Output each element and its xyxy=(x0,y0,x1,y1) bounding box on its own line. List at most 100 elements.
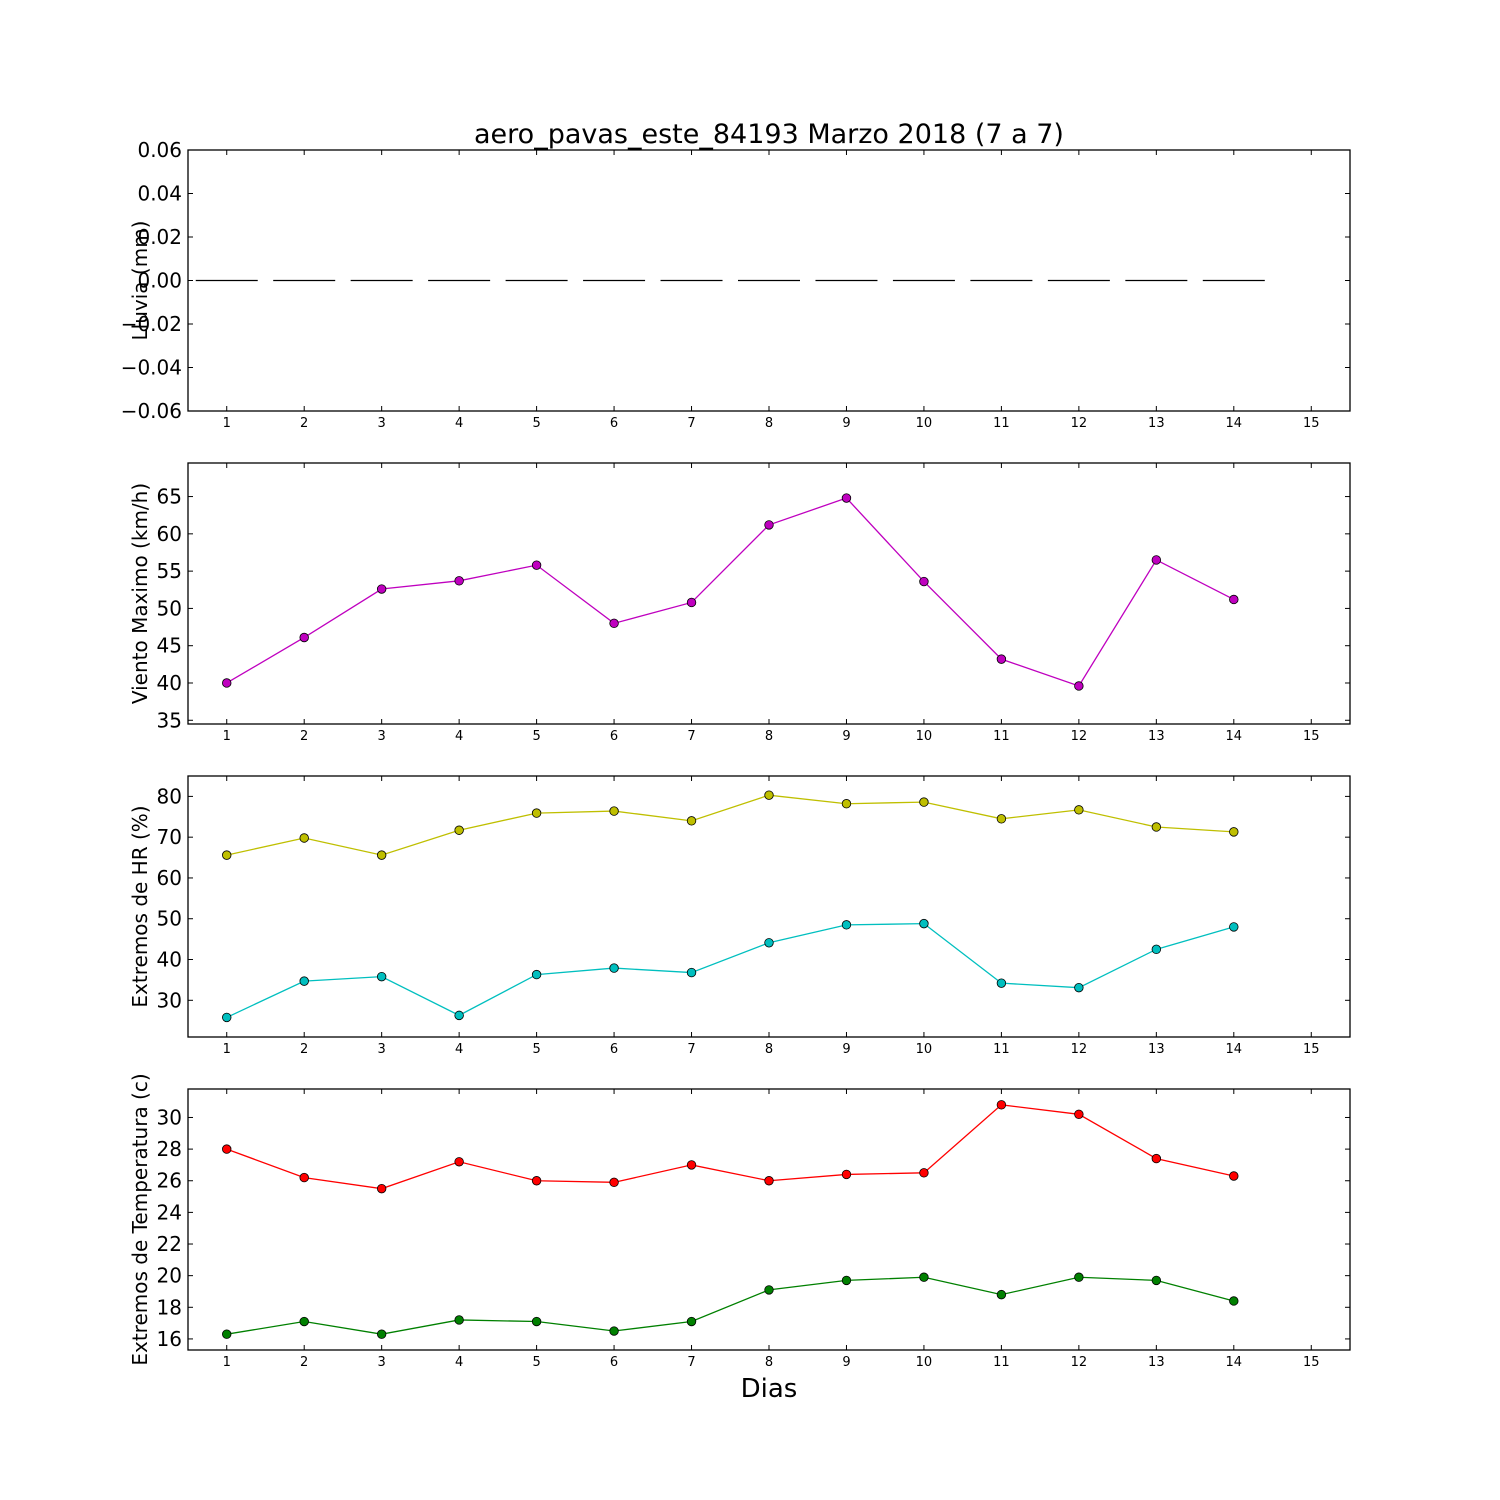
x-tick-label: 15 xyxy=(1303,729,1320,744)
y-tick-label: 60 xyxy=(157,522,182,546)
x-axis-label: Dias xyxy=(741,1374,798,1404)
data-point xyxy=(222,678,232,688)
x-tick-label: 4 xyxy=(455,1355,463,1370)
data-point xyxy=(841,1169,852,1180)
x-tick-label: 12 xyxy=(1071,1042,1088,1057)
data-point xyxy=(531,808,542,818)
data-point xyxy=(686,816,697,826)
data-point xyxy=(1151,1275,1162,1286)
data-point xyxy=(1074,681,1084,691)
x-tick-label: 14 xyxy=(1226,1042,1243,1057)
plot-frame-viento xyxy=(187,462,1351,725)
y-tick-label: 60 xyxy=(157,866,182,890)
y-tick-label: −0.06 xyxy=(121,399,182,423)
data-point xyxy=(764,520,774,530)
data-point xyxy=(764,1176,774,1186)
x-tick-label: 11 xyxy=(993,1355,1010,1370)
panel-lluvia: 1 2 3 4 5 6 7 8 9 10 11 12 13 14 150.060.040.020.00−0.… xyxy=(121,138,1351,431)
data-point xyxy=(841,799,852,809)
y-tick-label: 0.00 xyxy=(137,269,182,293)
data-point xyxy=(1074,805,1084,815)
y-tick-label: 70 xyxy=(157,825,182,849)
y-tick-label: 0.02 xyxy=(137,225,182,249)
data-point xyxy=(609,1177,619,1188)
data-point xyxy=(1074,1272,1084,1282)
x-tick-label: 8 xyxy=(765,416,773,431)
y-tick-label: 22 xyxy=(157,1232,182,1256)
data-point xyxy=(376,1183,387,1194)
y-tick-label: 50 xyxy=(157,907,182,931)
x-tick-label: 2 xyxy=(300,1042,308,1057)
data-point xyxy=(222,1329,232,1339)
data-point xyxy=(996,1100,1007,1110)
x-tick-label: 12 xyxy=(1071,416,1088,431)
data-point xyxy=(454,1010,464,1021)
x-tick-label: 10 xyxy=(916,1042,933,1057)
y-tick-label: 40 xyxy=(157,948,182,972)
y-tick-label: 65 xyxy=(157,485,182,509)
data-point xyxy=(531,1176,542,1186)
series-line-temp-1 xyxy=(226,1276,1234,1335)
data-point xyxy=(376,584,387,594)
data-point xyxy=(222,850,232,860)
data-point xyxy=(919,1272,929,1282)
x-tick-label: 13 xyxy=(1148,1042,1165,1057)
data-point xyxy=(531,560,542,570)
x-tick-label: 5 xyxy=(532,1042,540,1057)
y-tick-label: 24 xyxy=(157,1200,182,1224)
data-point xyxy=(454,1157,464,1167)
data-point xyxy=(996,1289,1007,1300)
y-tick-label: 80 xyxy=(157,784,182,808)
data-point xyxy=(686,967,697,978)
data-point xyxy=(609,963,619,973)
data-point xyxy=(299,1316,309,1327)
data-point xyxy=(1151,555,1162,565)
x-tick-label: 3 xyxy=(378,1355,386,1370)
x-tick-label: 11 xyxy=(993,729,1010,744)
x-tick-label: 2 xyxy=(300,729,308,744)
x-tick-label: 1 xyxy=(223,729,231,744)
data-point xyxy=(841,493,852,503)
data-point xyxy=(686,1316,697,1327)
y-tick-label: −0.02 xyxy=(121,312,182,336)
x-tick-label: 8 xyxy=(765,1042,773,1057)
data-point xyxy=(919,918,929,929)
y-tick-label: −0.04 xyxy=(121,356,182,380)
x-tick-label: 7 xyxy=(687,416,695,431)
x-tick-label: 1 xyxy=(223,416,231,431)
x-tick-label: 2 xyxy=(300,1355,308,1370)
y-axis-label-viento: Viento Maximo (km/h) xyxy=(128,483,152,704)
x-tick-label: 6 xyxy=(610,1042,618,1057)
x-tick-label: 7 xyxy=(687,1042,695,1057)
data-point xyxy=(376,1329,387,1339)
y-tick-label: 30 xyxy=(157,988,182,1012)
x-tick-label: 5 xyxy=(532,729,540,744)
data-point xyxy=(841,1275,852,1286)
data-point xyxy=(531,969,542,980)
y-tick-label: 18 xyxy=(157,1295,182,1319)
data-point xyxy=(222,1012,232,1023)
x-tick-label: 14 xyxy=(1226,729,1243,744)
x-tick-label: 5 xyxy=(532,1355,540,1370)
data-point xyxy=(609,618,619,629)
x-tick-label: 7 xyxy=(687,1355,695,1370)
y-axis-label-hr: Extremos de HR (%) xyxy=(128,805,152,1007)
x-tick-label: 6 xyxy=(610,416,618,431)
x-tick-label: 12 xyxy=(1071,1355,1088,1370)
data-point xyxy=(1151,944,1162,955)
data-point xyxy=(1151,822,1162,832)
x-tick-label: 9 xyxy=(842,416,850,431)
y-tick-label: 16 xyxy=(157,1327,182,1351)
data-point xyxy=(996,814,1007,824)
chart-title: aero_pavas_este_84193 Marzo 2018 (7 a 7) xyxy=(474,119,1064,150)
y-tick-label: 0.04 xyxy=(137,182,182,206)
data-point xyxy=(919,576,929,587)
y-tick-label: 20 xyxy=(157,1264,182,1288)
x-tick-label: 10 xyxy=(916,416,933,431)
data-point xyxy=(1074,982,1084,993)
x-tick-label: 2 xyxy=(300,416,308,431)
data-point xyxy=(1229,594,1239,605)
x-tick-label: 14 xyxy=(1226,1355,1243,1370)
x-tick-label: 9 xyxy=(842,1042,850,1057)
